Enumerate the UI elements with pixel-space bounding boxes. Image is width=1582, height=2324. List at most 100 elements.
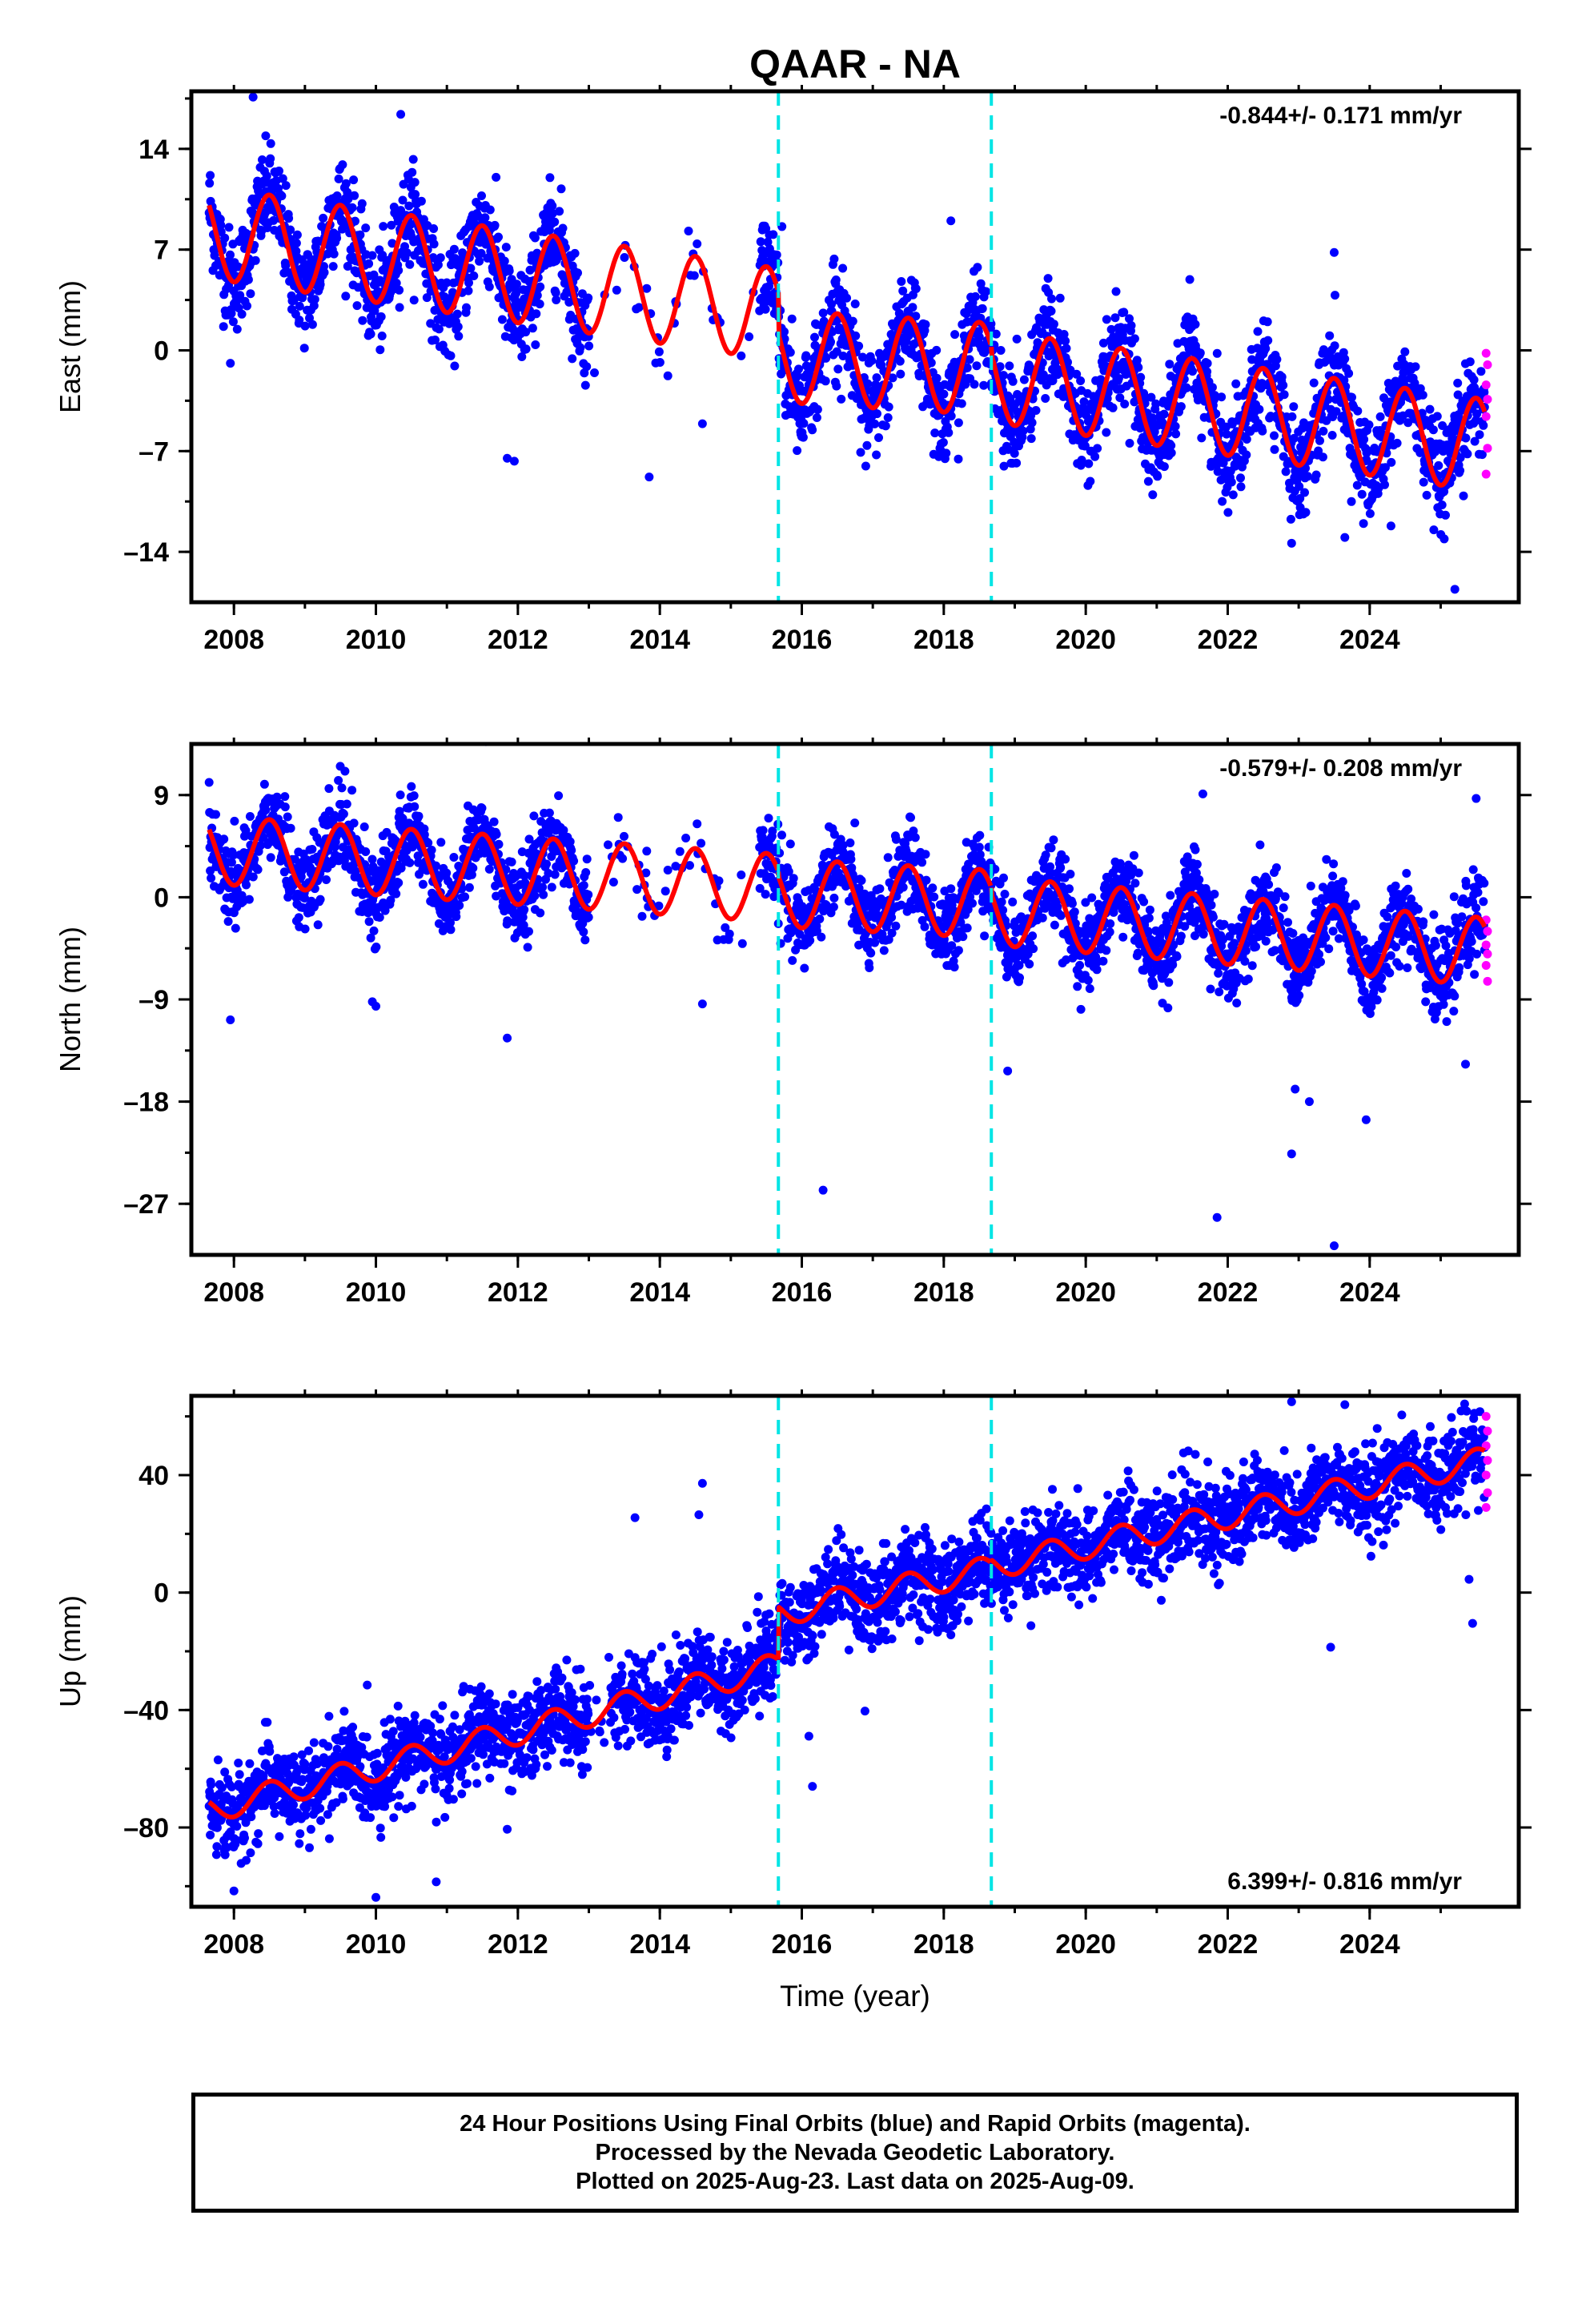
final-orbit-point [1102, 428, 1111, 437]
final-orbit-point [1340, 533, 1350, 542]
final-orbit-point [655, 358, 665, 367]
final-orbit-point [1065, 884, 1074, 894]
final-orbit-point [1159, 409, 1169, 419]
final-orbit-point [1143, 476, 1153, 486]
final-orbit-point [450, 361, 460, 371]
final-orbit-point [1287, 412, 1297, 421]
final-orbit-point [366, 329, 375, 339]
final-orbit-point [1012, 334, 1022, 344]
final-orbit-point [827, 300, 836, 309]
final-orbit-point [1331, 407, 1341, 416]
final-orbit-point [1148, 490, 1158, 500]
final-orbit-point [1049, 320, 1058, 329]
final-orbit-point [906, 813, 915, 822]
final-orbit-point [1475, 430, 1484, 440]
final-orbit-point [1059, 330, 1069, 339]
final-orbit-point [484, 864, 494, 874]
final-orbit-point [1098, 956, 1108, 966]
final-orbit-point [477, 191, 486, 200]
final-orbit-point [620, 253, 629, 262]
final-orbit-point [573, 268, 582, 278]
final-orbit-point [1210, 391, 1219, 400]
final-orbit-point [725, 929, 734, 939]
final-orbit-point [777, 830, 786, 840]
final-orbit-point [1277, 372, 1287, 382]
final-orbit-point [1477, 450, 1487, 460]
final-orbit-point [246, 289, 255, 299]
final-orbit-point [387, 239, 397, 248]
final-orbit-point [1000, 890, 1010, 899]
final-orbit-point [950, 330, 960, 340]
final-orbit-point [395, 285, 404, 295]
final-orbit-point [911, 284, 921, 293]
final-orbit-point [1077, 456, 1086, 464]
final-orbit-point [1326, 352, 1335, 362]
final-orbit-point [1400, 347, 1410, 356]
final-orbit-point [237, 309, 247, 319]
final-orbit-point [974, 332, 984, 342]
final-orbit-point [555, 207, 564, 216]
final-orbit-point [243, 275, 253, 284]
final-orbit-point [1227, 477, 1236, 487]
final-orbit-point [529, 811, 539, 821]
final-orbit-point [307, 845, 317, 854]
final-orbit-point [1441, 510, 1450, 520]
final-orbit-point [1393, 361, 1403, 371]
final-orbit-point [999, 461, 1009, 471]
final-orbit-point [376, 312, 386, 321]
final-orbit-point [1279, 390, 1289, 400]
final-orbit-point [1242, 435, 1251, 444]
final-orbit-point [310, 295, 319, 304]
final-orbit-point [1347, 497, 1356, 506]
final-orbit-point [334, 174, 343, 183]
final-orbit-point [1165, 360, 1174, 369]
final-orbit-point [865, 963, 874, 972]
final-orbit-point [939, 389, 949, 399]
final-orbit-point [1236, 482, 1246, 492]
final-orbit-point [1434, 460, 1443, 470]
final-orbit-point [799, 419, 809, 428]
final-orbit-point [1170, 421, 1180, 431]
final-orbit-point [834, 323, 844, 332]
final-orbit-point [292, 230, 302, 239]
final-orbit-point [1300, 488, 1309, 497]
final-orbit-point [324, 784, 334, 794]
final-orbit-point [1359, 435, 1369, 444]
final-orbit-point [829, 903, 838, 911]
final-orbit-point [897, 277, 906, 286]
final-orbit-point [387, 220, 396, 230]
final-orbit-point [870, 419, 880, 428]
final-orbit-point [291, 239, 301, 248]
final-orbit-point [261, 806, 271, 814]
final-orbit-point [911, 312, 921, 321]
rapid-orbit-point [1481, 380, 1491, 390]
final-orbit-point [1061, 336, 1070, 346]
final-orbit-point [1120, 400, 1130, 408]
final-orbit-point [829, 254, 839, 263]
final-orbit-point [1357, 489, 1367, 499]
final-orbit-point [564, 297, 574, 307]
final-orbit-point [350, 191, 359, 200]
final-orbit-point [1242, 450, 1251, 460]
final-orbit-point [266, 139, 275, 148]
final-orbit-point [1139, 897, 1149, 907]
final-orbit-point [769, 230, 778, 239]
final-orbit-point [1102, 946, 1111, 955]
final-orbit-point [253, 865, 263, 875]
final-orbit-point [787, 314, 797, 324]
final-orbit-point [1110, 313, 1120, 323]
final-orbit-point [270, 226, 279, 235]
final-orbit-point [251, 255, 260, 265]
final-orbit-point [857, 876, 866, 885]
final-orbit-point [492, 172, 501, 182]
final-orbit-point [1319, 426, 1328, 436]
final-orbit-point [243, 301, 251, 311]
final-orbit-point [339, 809, 348, 818]
final-orbit-point [986, 319, 996, 328]
x-tick-label: 2010 [346, 625, 407, 655]
y-axis-label: East (mm) [54, 280, 86, 413]
final-orbit-point [351, 216, 359, 226]
final-orbit-point [1286, 514, 1295, 524]
final-orbit-point [1176, 402, 1186, 412]
final-orbit-point [1217, 392, 1227, 402]
